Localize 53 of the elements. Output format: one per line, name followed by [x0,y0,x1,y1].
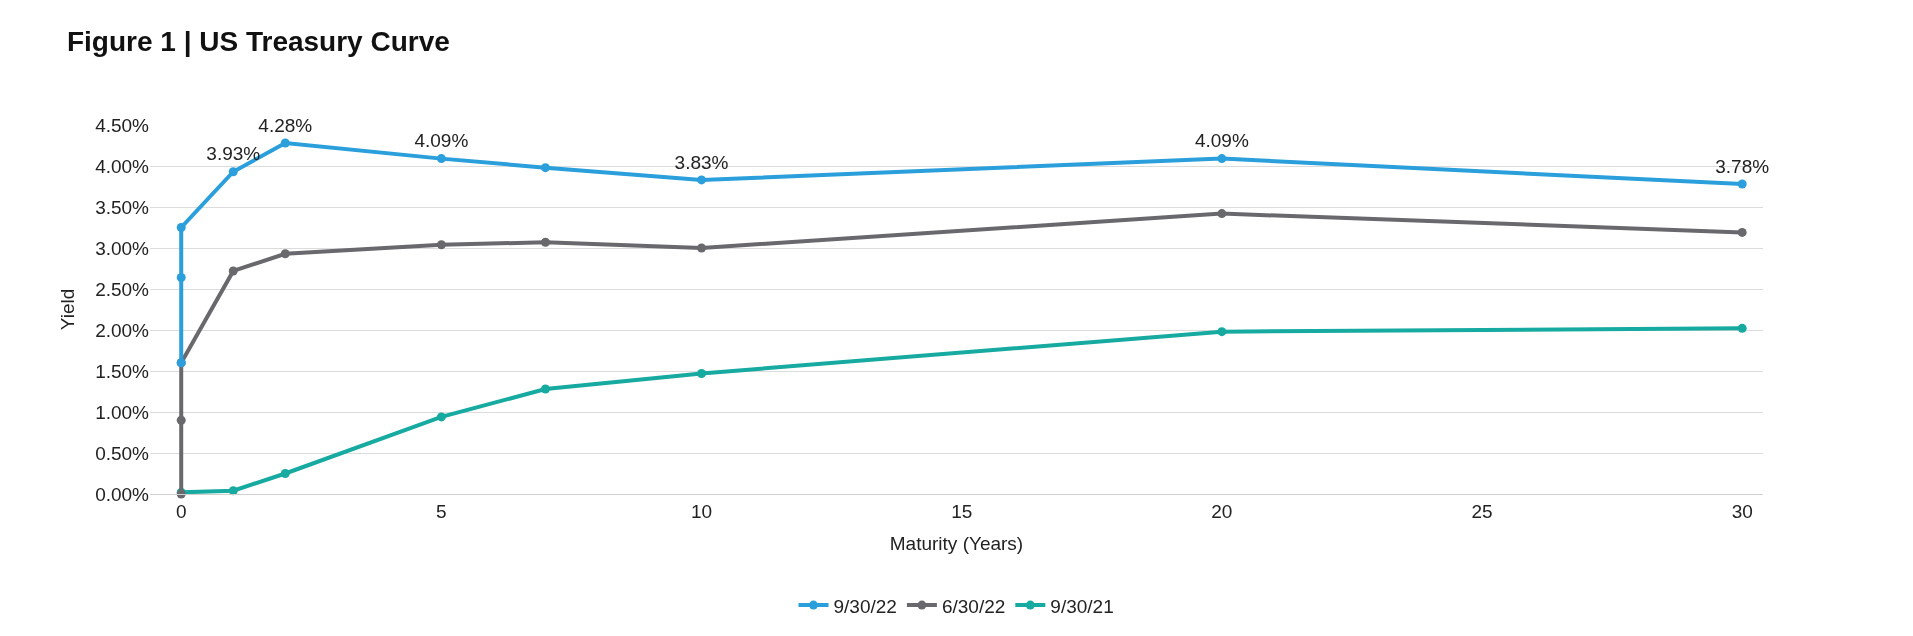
point [436,154,446,164]
point [280,469,290,478]
point [1217,154,1227,164]
x-tick-label: 0 [175,500,187,522]
y-axis-title: Yield [56,288,78,331]
x-tick-label: 30 [1731,500,1753,522]
point [1737,179,1747,189]
point [1217,327,1227,337]
x-tick-label: 5 [436,500,447,522]
legend-label: 6/30/22 [941,595,1006,617]
y-tick-label: 0.50% [95,442,150,464]
point [1217,209,1227,219]
x-tick-label: 15 [951,500,973,522]
point [280,249,290,259]
data-label: 4.09% [1194,130,1249,152]
point [540,163,550,173]
x-tick-label: 25 [1471,500,1493,522]
point [697,243,707,253]
data-label: 4.09% [414,130,469,152]
chart-title: Figure 1 | US Treasury Curve [66,26,450,58]
y-tick-label: 4.00% [95,155,150,177]
x-tick-label: 20 [1211,500,1233,522]
point [176,273,186,283]
data-label: 4.28% [258,114,313,136]
point [436,240,446,250]
point [1737,323,1747,333]
point [228,486,238,496]
y-tick-label: 3.50% [95,196,150,218]
point [436,412,446,422]
point [697,368,707,378]
point [176,223,186,232]
point [280,138,290,148]
y-tick-label: 2.00% [95,319,150,341]
y-tick-label: 3.00% [95,237,150,259]
legend-label: 9/30/21 [1050,595,1114,617]
x-tick-label: 10 [690,500,713,522]
point [540,384,550,394]
point [1737,227,1747,237]
point [228,167,238,177]
data-label: 3.78% [1715,155,1770,177]
legend-label: 9/30/22 [833,595,897,617]
point [540,237,550,247]
data-label: 3.93% [206,143,261,165]
y-tick-label: 0.00% [95,483,150,505]
point [176,415,186,425]
x-axis-title: Maturity (Years) [889,532,1024,554]
data-label: 3.83% [674,151,729,173]
point [697,175,707,185]
y-tick-label: 1.50% [95,360,150,382]
y-tick-label: 4.50% [95,114,150,136]
point [228,266,238,276]
y-tick-label: 2.50% [95,278,150,300]
y-tick-label: 1.00% [95,401,150,423]
